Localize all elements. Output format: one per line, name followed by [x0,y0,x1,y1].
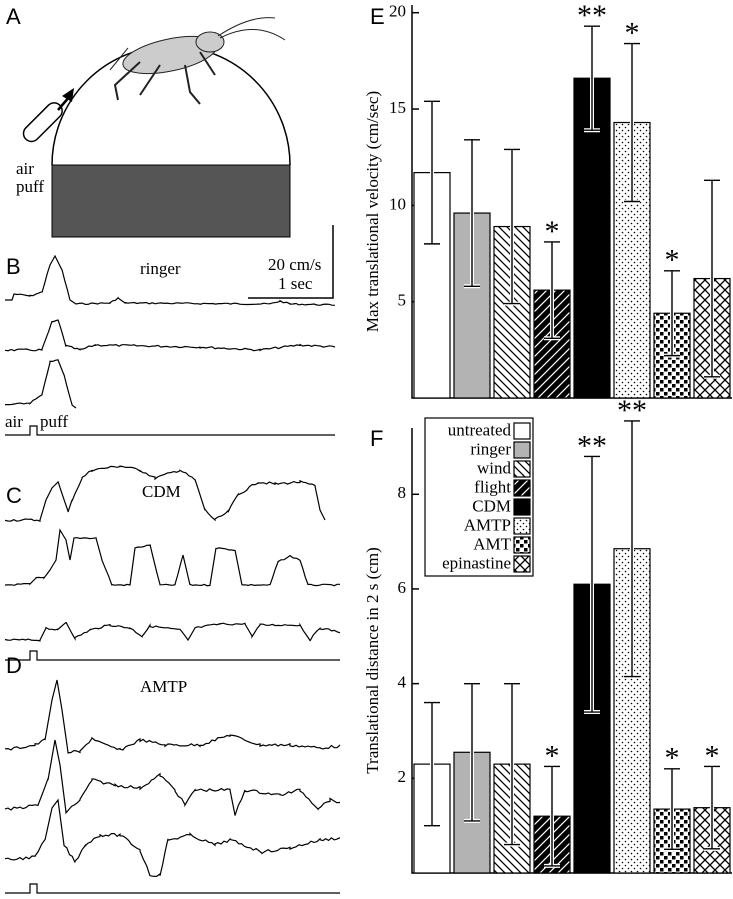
legend-swatch [513,498,531,516]
panel-label: D [6,653,22,678]
scale-bar [248,225,334,299]
error-bar [624,42,640,203]
legend-swatch [513,422,531,440]
legend-swatch [513,555,531,573]
y-tick-label: 5 [398,291,407,310]
error-bar [624,420,640,678]
y-tick-label: 20 [389,2,406,21]
scale-label: 20 cm/s [268,255,321,274]
significance: * [665,244,680,277]
legend-swatch [513,479,531,497]
legend-swatch [513,517,531,535]
error-bar [664,270,680,357]
significance: ** [617,394,647,427]
legend-label: wind [477,458,512,477]
charts: E Max translational velocity (cm/sec) 5 10 1… [363,0,732,874]
legend-swatch [513,441,531,459]
error-bar [424,701,440,827]
legend-label: CDM [472,496,511,515]
error-bar [464,682,480,822]
legend-label: untreated [448,420,512,439]
error-bar [544,241,560,339]
error-bar [584,25,600,131]
air-nozzle [22,102,63,143]
legend-label: epinastine [442,553,511,572]
error-bar [424,100,440,245]
panel-label: B [6,254,21,279]
panel-label: C [6,483,22,508]
condition: AMTP [140,677,187,696]
trace [4,621,341,642]
trace [4,739,341,816]
stimulus-trace [5,650,340,661]
scale-label: 1 sec [278,274,313,293]
trace [4,465,326,523]
y-axis-label: Translational distance in 2 s (cm) [363,547,382,773]
panel-label: A [6,4,21,29]
error-bar [504,682,520,846]
trace [4,319,336,352]
error-bar [704,179,720,378]
stimulus-trace [5,883,340,894]
condition: CDM [142,482,181,501]
stimulus-text: puff [16,177,44,196]
legend-label: AMT [473,534,511,553]
y-axis-label: Max translational velocity (cm/sec) [363,91,382,332]
error-bar [464,139,480,287]
trace [4,679,341,754]
significance: * [625,16,640,49]
stimulus-text: puff [40,412,68,431]
cricket [109,17,286,105]
significance: ** [577,429,607,462]
legend-label: flight [474,477,511,496]
panel-label: E [370,4,385,29]
trace [5,359,77,409]
stimulus-text: air [5,412,23,431]
error-bar [704,765,720,850]
trace [4,798,341,878]
legend-swatch [513,460,531,478]
stimulus-text: air [16,159,34,178]
legend-label: ringer [470,439,511,458]
condition: ringer [140,259,181,278]
significance: ** [577,0,607,32]
error-bar [504,148,520,305]
trace [4,528,340,587]
error-bar [584,455,600,713]
arrow-head [62,88,74,102]
significance: * [665,742,680,775]
significance: * [545,215,560,248]
stimulus-trace [5,425,335,436]
significance: * [705,739,720,772]
legend-swatch [513,536,531,554]
trace [5,254,336,306]
y-tick-label: 4 [398,673,407,692]
legend-label: AMTP [464,515,511,534]
significance: * [545,739,560,772]
error-bar [544,765,560,867]
y-tick-label: 10 [389,194,406,213]
panel-label: F [370,426,383,451]
y-tick-label: 15 [389,98,406,117]
y-tick-label: 6 [398,578,407,597]
error-bar [664,768,680,851]
y-tick-label: 8 [398,483,407,502]
platform [51,164,291,238]
traces [4,254,341,894]
y-tick-label: 2 [398,767,407,786]
